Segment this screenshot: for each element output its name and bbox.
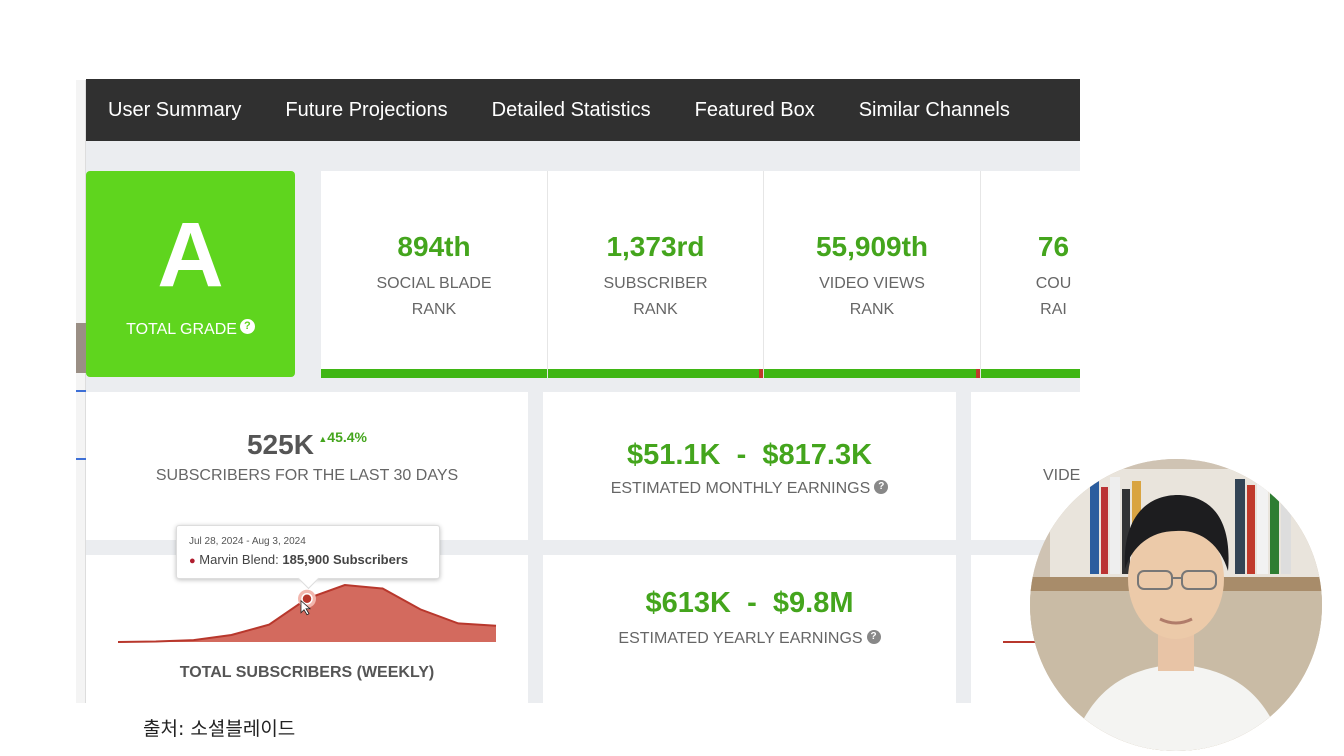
subscribers-label: SUBSCRIBERS FOR THE LAST 30 DAYS bbox=[155, 467, 459, 484]
rank-strip: 894th SOCIAL BLADE RANK 1,373rd SUBSCRIBE… bbox=[321, 171, 1080, 378]
tooltip-line: ● Marvin Blend: 185,900 Subscribers bbox=[189, 552, 427, 567]
rank-country: 76 COU RAI bbox=[980, 171, 1080, 378]
rank-progress-bar bbox=[764, 369, 980, 378]
monthly-earnings-card: $51.1K - $817.3K ESTIMATED MONTHLY EARNI… bbox=[543, 392, 956, 540]
tooltip-date: Jul 28, 2024 - Aug 3, 2024 bbox=[189, 536, 306, 547]
monthly-earnings-label: ESTIMATED MONTHLY EARNINGS bbox=[610, 480, 871, 497]
socialblade-page: User Summary Future Projections Detailed… bbox=[86, 79, 1080, 703]
side-accent-line bbox=[76, 458, 86, 460]
yearly-earnings-card: $613K - $9.8M ESTIMATED YEARLY EARNINGS? bbox=[543, 555, 956, 703]
top-nav: User Summary Future Projections Detailed… bbox=[86, 79, 1080, 141]
rank-progress-bar bbox=[981, 369, 1080, 378]
rank-subscriber: 1,373rd SUBSCRIBER RANK bbox=[547, 171, 763, 378]
rank-value: 894th bbox=[397, 231, 471, 262]
chart-tooltip: Jul 28, 2024 - Aug 3, 2024 ● Marvin Blen… bbox=[176, 525, 440, 579]
subscribers-value-row: 525K ▲45.4% bbox=[86, 429, 528, 461]
side-accent-line bbox=[76, 390, 86, 392]
rank-video-views: 55,909th VIDEO VIEWS RANK bbox=[763, 171, 980, 378]
weekly-subscribers-chart-card: TOTAL SUBSCRIBERS (WEEKLY) Jul 28, 2024 … bbox=[86, 525, 528, 703]
yearly-earnings-label-row: ESTIMATED YEARLY EARNINGS? bbox=[543, 630, 956, 648]
rank-label: SUBSCRIBER RANK bbox=[603, 275, 708, 318]
rank-social-blade: 894th SOCIAL BLADE RANK bbox=[321, 171, 547, 378]
webcam-overlay bbox=[1030, 459, 1322, 751]
yearly-earnings-value: $613K - $9.8M bbox=[645, 587, 854, 619]
rank-value: 55,909th bbox=[815, 231, 929, 262]
help-icon[interactable]: ? bbox=[866, 630, 881, 644]
nav-future-projections[interactable]: Future Projections bbox=[285, 98, 448, 121]
monthly-earnings-value: $51.1K - $817.3K bbox=[626, 439, 873, 471]
partial-stat-label: VIDE bbox=[1043, 467, 1080, 484]
chart-title: TOTAL SUBSCRIBERS (WEEKLY) bbox=[179, 664, 435, 681]
mouse-cursor-icon bbox=[300, 599, 312, 616]
subscribers-30-days-card: 525K ▲45.4% SUBSCRIBERS FOR THE LAST 30 … bbox=[86, 392, 528, 540]
series-dot-icon: ● bbox=[189, 555, 196, 567]
total-grade-card: A TOTAL GRADE? bbox=[86, 171, 295, 377]
rank-marker bbox=[976, 369, 980, 378]
weekly-subscribers-chart[interactable] bbox=[86, 555, 528, 655]
help-icon[interactable]: ? bbox=[874, 480, 889, 494]
monthly-earnings-label-row: ESTIMATED MONTHLY EARNINGS? bbox=[543, 480, 956, 498]
side-thumbnail bbox=[76, 323, 86, 373]
up-arrow-icon: ▲ bbox=[318, 434, 328, 444]
rank-value: 1,373rd bbox=[606, 231, 705, 262]
rank-marker bbox=[759, 369, 763, 378]
left-window-edge bbox=[76, 80, 86, 703]
nav-featured-box[interactable]: Featured Box bbox=[694, 98, 815, 121]
rank-progress-bar bbox=[548, 369, 763, 378]
subscribers-value: 525K bbox=[246, 429, 314, 460]
source-caption: 출처: 소셜블레이드 bbox=[143, 718, 296, 740]
partial-chart-line bbox=[1003, 641, 1063, 643]
tooltip-value: 185,900 Subscribers bbox=[282, 552, 409, 567]
nav-detailed-statistics[interactable]: Detailed Statistics bbox=[491, 98, 651, 121]
chart-point-highlight[interactable] bbox=[301, 592, 313, 605]
rank-label: VIDEO VIEWS RANK bbox=[819, 275, 925, 318]
rank-progress-bar bbox=[321, 369, 547, 378]
yearly-earnings-label: ESTIMATED YEARLY EARNINGS bbox=[618, 630, 863, 647]
subscribers-delta: ▲45.4% bbox=[318, 429, 367, 445]
rank-label: COU RAI bbox=[1035, 275, 1072, 318]
rank-value: 76 bbox=[1037, 231, 1070, 262]
grade-label-row: TOTAL GRADE? bbox=[86, 319, 295, 339]
rank-label: SOCIAL BLADE RANK bbox=[376, 275, 492, 318]
nav-similar-channels[interactable]: Similar Channels bbox=[858, 98, 1010, 121]
grade-letter: A bbox=[157, 204, 224, 306]
help-icon[interactable]: ? bbox=[239, 319, 255, 334]
nav-user-summary[interactable]: User Summary bbox=[108, 98, 242, 121]
tooltip-series: Marvin Blend: bbox=[199, 552, 279, 567]
grade-label: TOTAL GRADE bbox=[126, 321, 237, 338]
